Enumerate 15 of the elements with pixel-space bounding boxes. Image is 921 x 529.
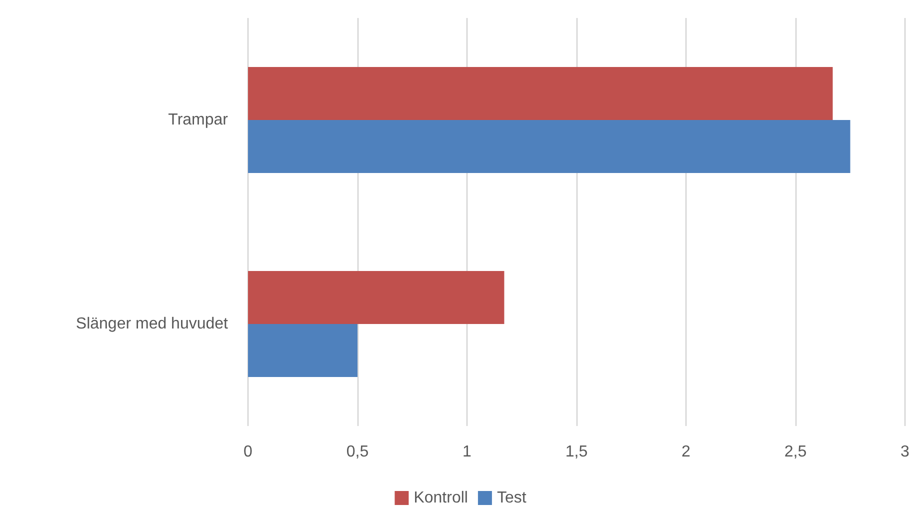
x-tick-label: 3 [900,444,910,460]
legend-label: Test [496,490,527,506]
x-tick-label: 0 [244,444,253,460]
x-tick-label: 1 [462,444,472,460]
bar [248,120,850,174]
x-tick-label: 2 [682,444,691,460]
y-tick-label: Slänger med huvudet [76,316,229,332]
legend-label: Kontroll [414,490,468,506]
y-tick-label: Trampar [168,112,229,128]
bar [248,66,833,120]
bar [248,270,504,324]
x-tick-label: 1,5 [565,444,588,460]
bar [248,324,358,378]
x-tick-label: 2,5 [784,444,807,460]
x-tick-label: 0,5 [346,444,369,460]
